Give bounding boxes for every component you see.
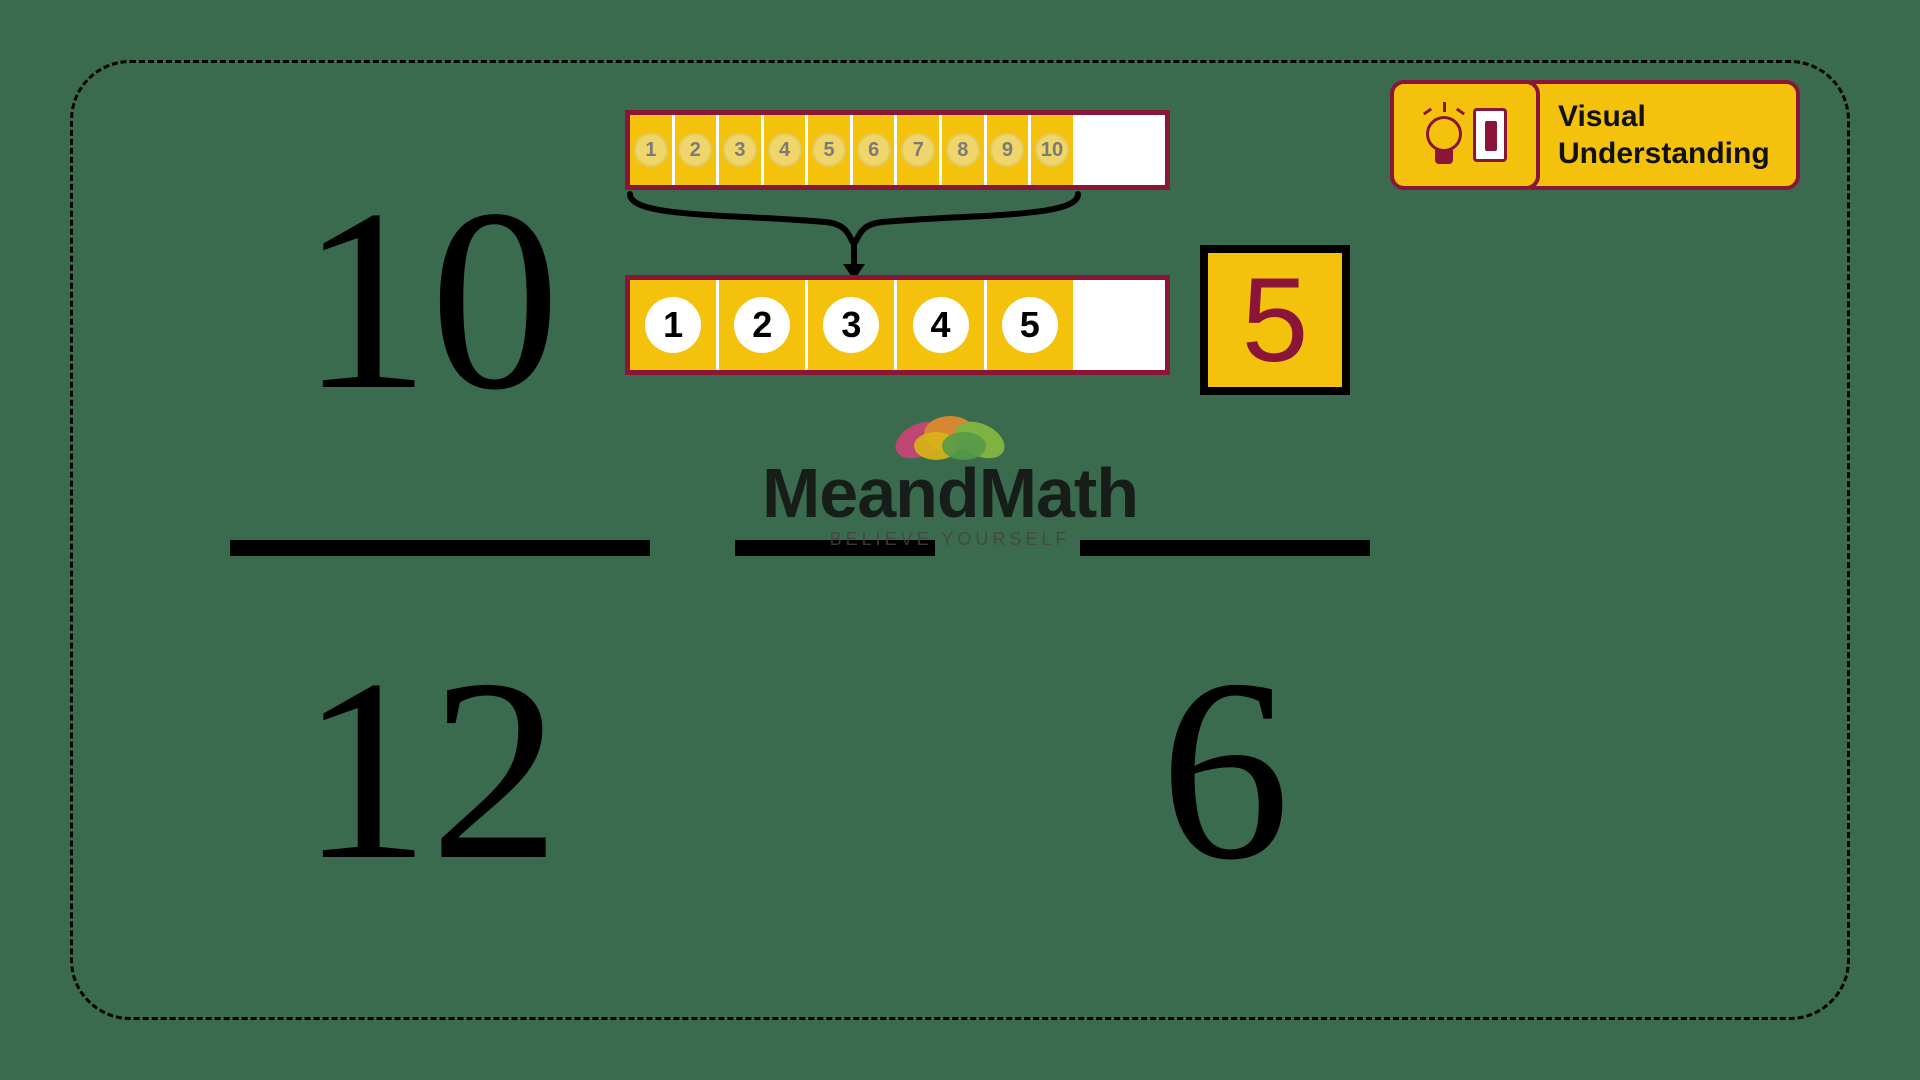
vu-iconbox <box>1390 80 1540 190</box>
sixths-strip: 12345 <box>625 275 1170 375</box>
strip-cell: 1 <box>630 280 719 370</box>
strip-cell-label: 4 <box>768 133 802 167</box>
strip-cell: 8 <box>942 115 987 185</box>
strip-cell: 5 <box>808 115 853 185</box>
result-box: 5 <box>1200 245 1350 395</box>
strip-cell-label: 3 <box>723 133 757 167</box>
strip-cell: 10 <box>1031 115 1076 185</box>
strip-cell: 9 <box>987 115 1032 185</box>
strip-cell-label: 3 <box>823 297 879 353</box>
result-value: 5 <box>1242 251 1309 389</box>
strip-cell-label: 4 <box>913 297 969 353</box>
strip-cell <box>1120 115 1165 185</box>
strip-cell: 4 <box>764 115 809 185</box>
strip-cell: 4 <box>897 280 986 370</box>
strip-cell: 2 <box>675 115 720 185</box>
strip-cell-label: 7 <box>901 133 935 167</box>
lightbulb-icon <box>1423 104 1465 166</box>
strip-cell-label: 2 <box>734 297 790 353</box>
vu-line2: Understanding <box>1558 135 1770 173</box>
strip-cell-label: 10 <box>1035 133 1069 167</box>
strip-cell-label: 5 <box>812 133 846 167</box>
vu-line1: Visual <box>1558 98 1770 136</box>
visual-understanding-badge: Visual Understanding <box>1390 80 1800 190</box>
fraction-right-bar <box>1080 540 1370 556</box>
fraction-left-numerator: 10 <box>300 170 560 430</box>
strip-cell: 2 <box>719 280 808 370</box>
switch-icon <box>1473 108 1507 162</box>
strip-cell-label: 9 <box>990 133 1024 167</box>
strip-cell: 1 <box>630 115 675 185</box>
strip-cell-label: 6 <box>857 133 891 167</box>
middle-underline <box>735 540 935 556</box>
fraction-left-bar <box>230 540 650 556</box>
strip-cell: 3 <box>808 280 897 370</box>
strip-cell-label: 1 <box>645 297 701 353</box>
strip-cell: 6 <box>853 115 898 185</box>
strip-cell <box>1076 115 1121 185</box>
fraction-left-denominator: 12 <box>300 640 560 900</box>
strip-cell-label: 5 <box>1002 297 1058 353</box>
strip-cell: 7 <box>897 115 942 185</box>
strip-cell-label: 1 <box>634 133 668 167</box>
strip-cell: 3 <box>719 115 764 185</box>
vu-textbox: Visual Understanding <box>1520 80 1800 190</box>
twelfths-strip: 123456789 10 <box>625 110 1170 190</box>
strip-cell <box>1076 280 1165 370</box>
strip-cell-label: 2 <box>678 133 712 167</box>
fraction-right-denominator: 6 <box>1160 640 1290 900</box>
strip-cell-label: 8 <box>946 133 980 167</box>
strip-cell: 5 <box>987 280 1076 370</box>
